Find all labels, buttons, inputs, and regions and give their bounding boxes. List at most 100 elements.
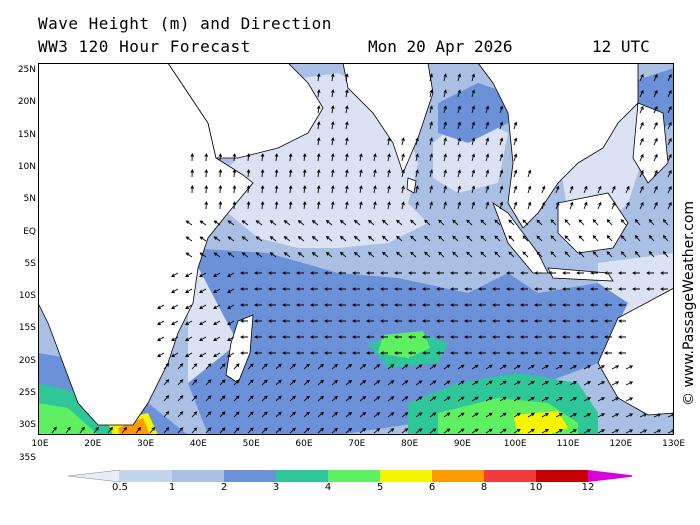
direction-arrow: [268, 271, 276, 275]
direction-arrow: [255, 236, 263, 242]
direction-arrow: [261, 427, 268, 434]
direction-arrow: [177, 379, 184, 386]
direction-arrow: [520, 271, 528, 275]
direction-arrow: [317, 427, 325, 434]
direction-arrow: [667, 121, 672, 130]
direction-arrow: [471, 396, 479, 402]
direction-arrow: [338, 319, 346, 323]
direction-arrow: [466, 219, 473, 226]
direction-arrow: [457, 105, 462, 114]
direction-arrow: [177, 363, 184, 370]
direction-arrow: [527, 412, 535, 418]
direction-arrow: [261, 395, 268, 402]
direction-arrow: [359, 153, 363, 162]
direction-arrow: [275, 363, 282, 370]
direction-arrow: [302, 201, 307, 210]
direction-arrow: [303, 395, 310, 402]
direction-arrow: [282, 287, 290, 291]
direction-arrow: [592, 235, 599, 242]
direction-arrow: [387, 380, 395, 386]
direction-arrow: [415, 412, 423, 418]
direction-arrow: [555, 413, 563, 418]
direction-arrow: [611, 201, 616, 210]
direction-arrow: [199, 352, 207, 357]
direction-arrow: [352, 287, 360, 291]
direction-arrow: [316, 153, 321, 162]
direction-arrow: [578, 219, 585, 226]
direction-arrow: [555, 397, 563, 402]
direction-arrow: [246, 169, 251, 178]
direction-arrow: [282, 271, 290, 275]
direction-arrow: [522, 219, 529, 226]
direction-arrow: [302, 169, 307, 178]
direction-arrow: [415, 137, 419, 146]
direction-arrow: [478, 271, 486, 275]
direction-arrow: [268, 335, 276, 339]
direction-arrow: [592, 219, 599, 226]
direction-arrow: [185, 320, 193, 325]
direction-arrow: [269, 252, 277, 258]
direction-arrow: [191, 363, 198, 370]
direction-arrow: [330, 185, 335, 194]
direction-arrow: [204, 169, 209, 178]
direction-arrow: [424, 251, 431, 258]
direction-arrow: [541, 397, 549, 402]
direction-arrow: [408, 351, 416, 355]
direction-arrow: [646, 287, 654, 291]
lat-label: EQ: [23, 226, 36, 237]
direction-arrow: [494, 251, 501, 258]
direction-arrow: [394, 319, 402, 323]
direction-arrow: [508, 219, 515, 226]
direction-arrow: [592, 251, 599, 258]
direction-arrow: [289, 411, 296, 418]
direction-arrow: [288, 153, 293, 162]
direction-arrow: [254, 271, 262, 275]
direction-arrow: [564, 235, 571, 242]
direction-arrow: [408, 287, 416, 291]
direction-arrow: [625, 185, 630, 194]
direction-arrow: [387, 428, 395, 434]
map-frame: [38, 63, 674, 435]
direction-arrow: [199, 236, 207, 242]
direction-arrow: [283, 236, 291, 242]
direction-arrow: [163, 410, 170, 418]
direction-arrow: [597, 381, 606, 386]
direction-arrow: [359, 380, 367, 386]
direction-arrow: [240, 287, 248, 291]
direction-arrow: [79, 426, 85, 434]
direction-arrow: [443, 137, 447, 146]
lat-label: 30S: [18, 420, 36, 431]
direction-arrow: [65, 426, 71, 434]
direction-arrow: [480, 219, 487, 226]
direction-arrow: [499, 412, 507, 418]
direction-arrow: [190, 185, 195, 194]
direction-arrow: [513, 412, 521, 418]
direction-arrow: [297, 252, 305, 258]
direction-arrow: [667, 153, 672, 162]
direction-arrow: [653, 153, 658, 162]
direction-arrow: [353, 251, 361, 258]
direction-arrow: [499, 201, 504, 210]
direction-arrow: [254, 351, 262, 355]
direction-arrow: [618, 335, 626, 339]
direction-arrow: [303, 379, 310, 386]
legend-swatch: [224, 470, 276, 482]
direction-arrow: [247, 411, 254, 418]
direction-arrow: [429, 380, 437, 386]
direction-arrow: [199, 320, 207, 325]
direction-arrow: [204, 185, 209, 194]
direction-arrow: [254, 303, 262, 307]
direction-arrow: [618, 303, 626, 307]
legend-swatch: [68, 469, 121, 483]
direction-arrow: [163, 378, 170, 386]
direction-arrow: [93, 426, 99, 434]
direction-arrow: [527, 185, 532, 194]
direction-arrow: [199, 304, 207, 309]
direction-arrow: [667, 105, 672, 114]
direction-arrow: [296, 351, 304, 355]
direction-arrow: [583, 429, 592, 434]
direction-arrow: [534, 303, 542, 307]
philippines-landmass: [632, 102, 669, 184]
direction-arrow: [429, 428, 437, 434]
direction-arrow: [177, 395, 184, 402]
